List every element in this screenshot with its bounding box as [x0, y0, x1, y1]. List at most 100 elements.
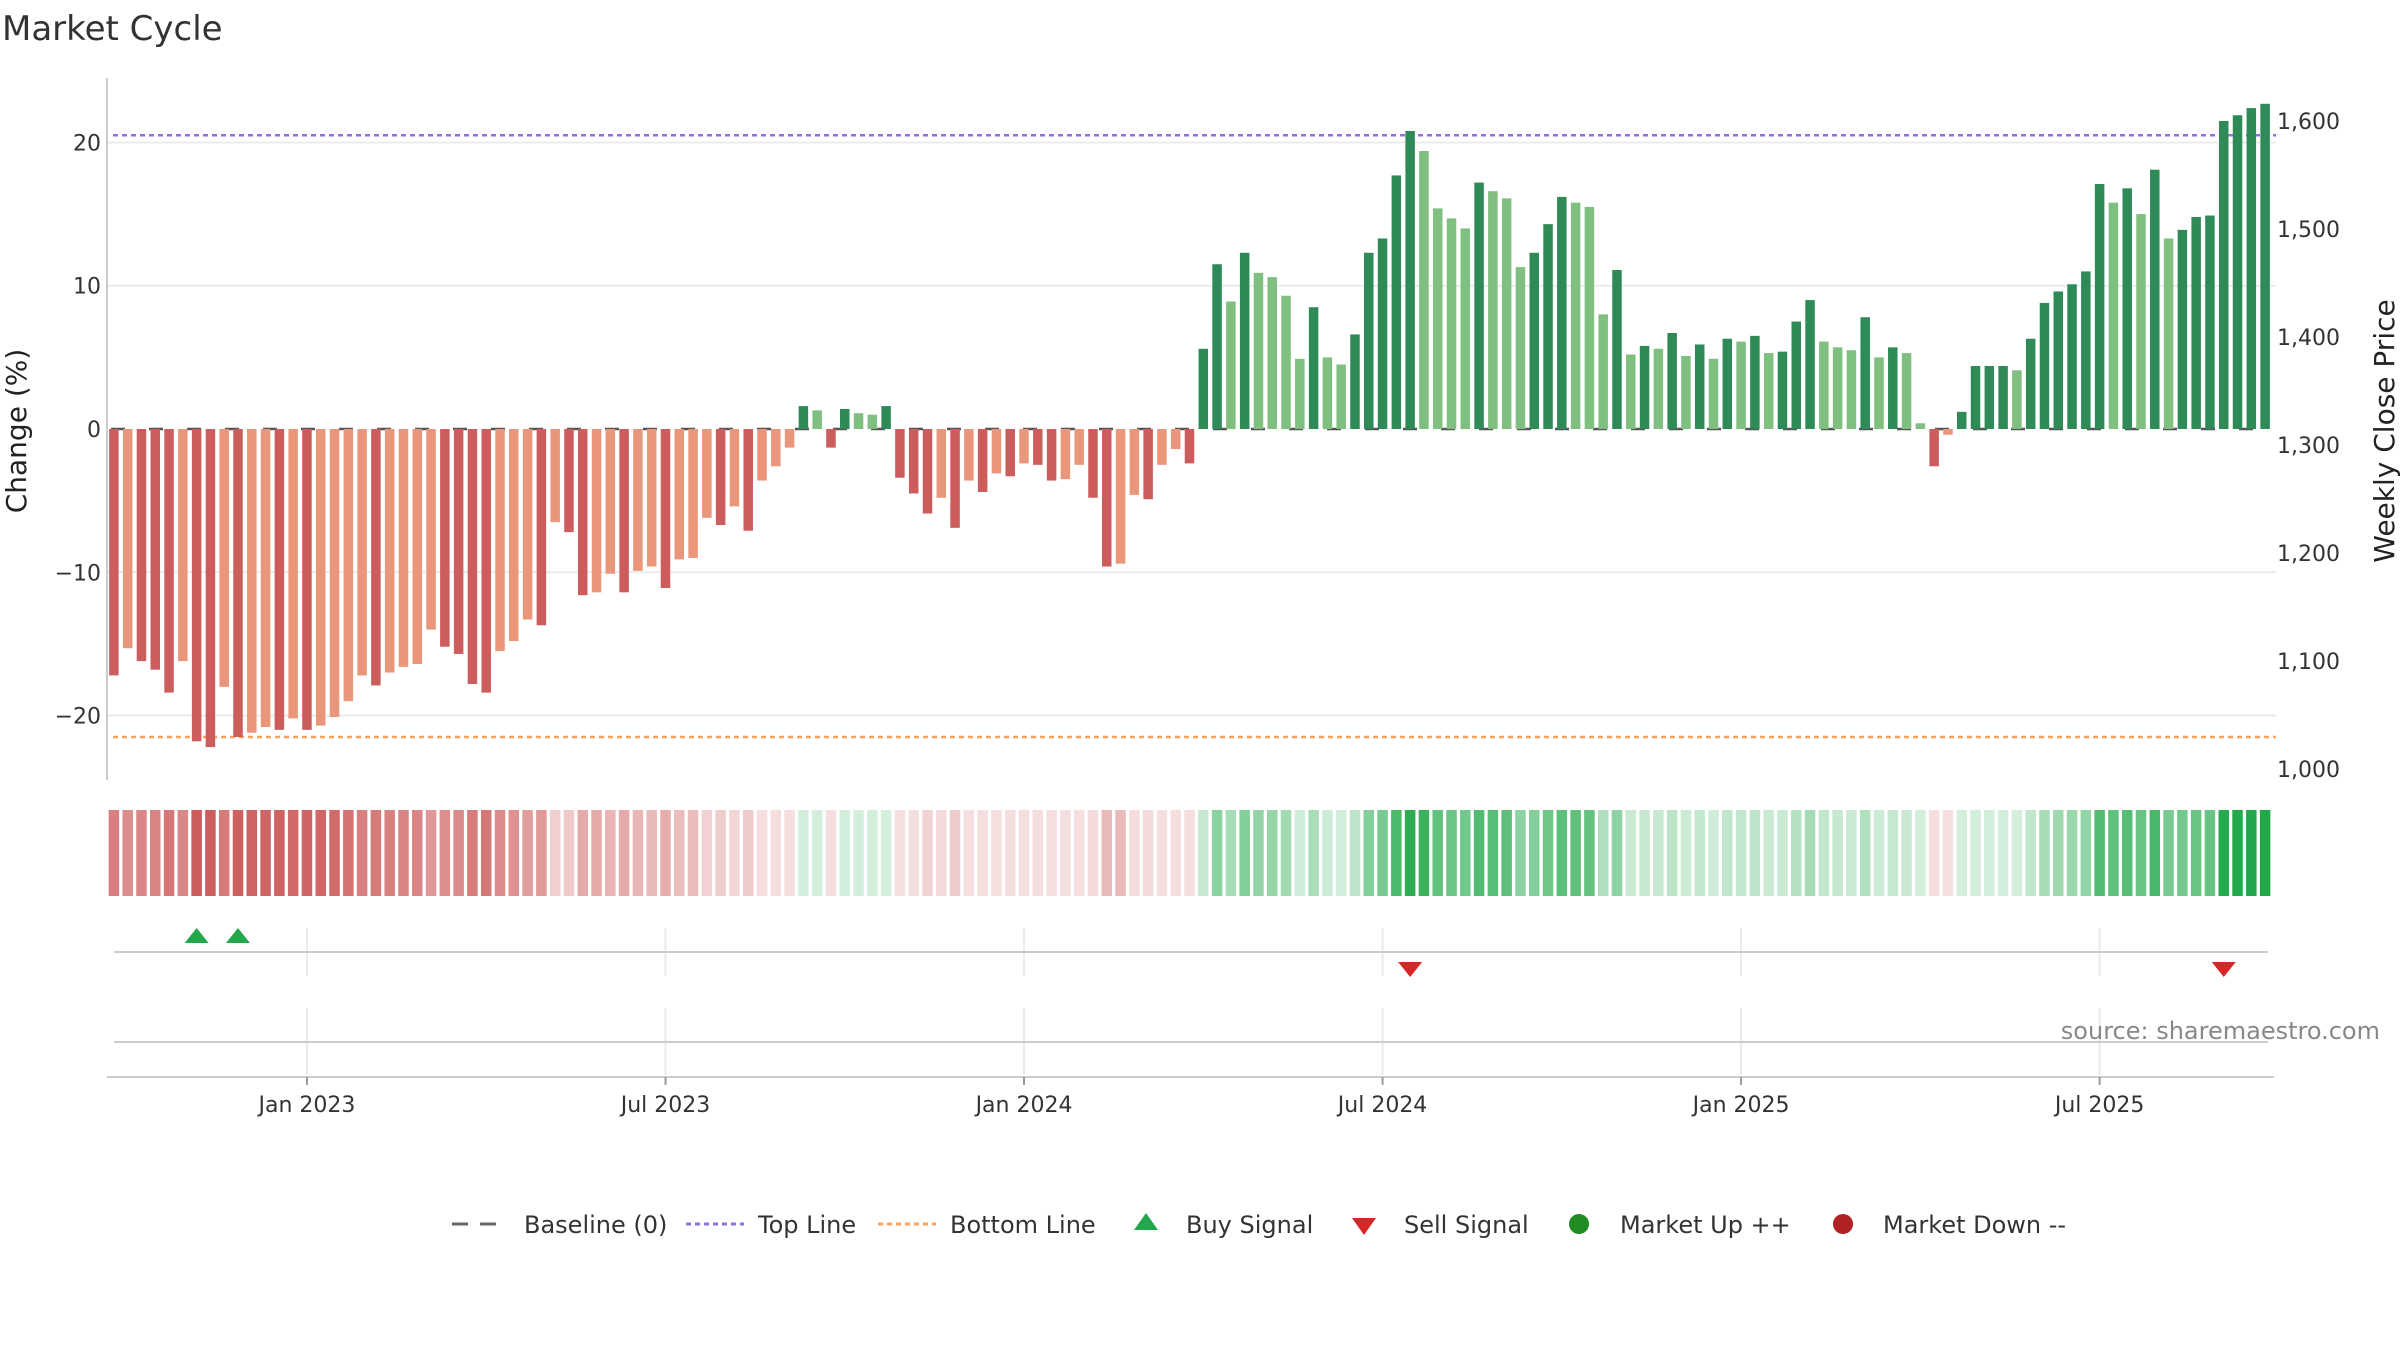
- legend-sell-label: Sell Signal: [1404, 1211, 1529, 1239]
- source-note: source: sharemaestro.com: [2061, 1017, 2380, 1045]
- heat-cell: [1501, 810, 1512, 896]
- sell-signal-marker: [2211, 962, 2236, 977]
- heat-cell: [1211, 810, 1223, 896]
- bar: [1846, 350, 1857, 429]
- bar: [1432, 208, 1443, 429]
- heat-cell: [191, 810, 202, 896]
- x-axis-ticks: Jan 2023 Jul 2023 Jan 2024 Jul 2024 Jan 2025…: [256, 1077, 2144, 1118]
- bar: [826, 429, 836, 448]
- heat-cell: [453, 810, 464, 896]
- bar: [936, 429, 947, 498]
- heat-cell: [867, 810, 878, 896]
- heat-cell: [1832, 810, 1843, 896]
- bar: [2218, 120, 2229, 430]
- heat-cell: [1694, 810, 1705, 896]
- heat-cell: [1804, 810, 1816, 896]
- bar: [2260, 103, 2270, 430]
- heat-cell: [467, 810, 478, 896]
- legend-market-up-icon: [1569, 1214, 1589, 1234]
- bar: [191, 429, 202, 742]
- heat-cell: [825, 810, 837, 896]
- heat-cell: [1749, 810, 1761, 896]
- heat-cell: [618, 810, 630, 896]
- bar: [1667, 333, 1677, 429]
- chart-title: Market Cycle: [2, 9, 223, 49]
- bar: [1791, 321, 1802, 429]
- heat-cell: [1004, 810, 1016, 896]
- y-right-tick-label: 1,100: [2277, 650, 2340, 675]
- heat-cell: [908, 810, 919, 896]
- bar: [1143, 429, 1153, 500]
- bar: [1170, 429, 1181, 450]
- bar: [798, 406, 809, 429]
- bar: [453, 429, 464, 654]
- heat-cell: [274, 810, 285, 896]
- heat-cell: [1487, 810, 1499, 896]
- legend-market-down-label: Market Down --: [1883, 1211, 2066, 1239]
- heat-cell: [853, 810, 864, 896]
- heat-cell: [949, 810, 961, 896]
- heat-cell: [1253, 810, 1264, 896]
- bar: [1694, 344, 1705, 429]
- bar: [1639, 345, 1650, 429]
- bar: [784, 429, 795, 448]
- heat-cell: [1680, 810, 1692, 896]
- heat-cell: [1184, 810, 1195, 896]
- y-right-tick-label: 1,000: [2277, 758, 2340, 783]
- heat-cell: [1901, 810, 1912, 896]
- x-tick-label: Jul 2023: [619, 1093, 711, 1118]
- cycle-heat-strip: [108, 810, 2271, 896]
- heat-cell: [1611, 810, 1623, 896]
- bar: [371, 429, 381, 686]
- heat-cell: [1666, 810, 1678, 896]
- heat-cell: [1722, 810, 1733, 896]
- bar: [260, 429, 271, 727]
- bar: [1832, 347, 1843, 429]
- heat-cell: [922, 810, 933, 896]
- heat-cell: [1129, 810, 1140, 896]
- bar: [1033, 429, 1043, 465]
- bar: [164, 429, 174, 693]
- heat-cell: [1335, 810, 1347, 896]
- bar: [2025, 338, 2036, 429]
- heat-cell: [1198, 810, 1209, 896]
- bar: [1529, 252, 1539, 429]
- heat-cell: [1887, 810, 1899, 896]
- heat-cell: [218, 810, 230, 896]
- heat-cell: [646, 810, 657, 896]
- bar: [1501, 198, 1512, 429]
- heat-cell: [1956, 810, 1967, 896]
- heat-cell: [2177, 810, 2188, 896]
- bar: [509, 429, 519, 642]
- heat-cell: [687, 810, 699, 896]
- heat-cell: [1528, 810, 1540, 896]
- heat-cell: [1763, 810, 1774, 896]
- heat-cell: [1873, 810, 1885, 896]
- heat-cell: [356, 810, 368, 896]
- x-tick-label: Jan 2025: [1691, 1093, 1790, 1118]
- heat-cell: [1928, 810, 1940, 896]
- left-y-ticks: 20 10 0 −10 −20: [55, 131, 101, 729]
- heat-cell: [522, 810, 533, 896]
- heat-cell: [384, 810, 395, 896]
- bar: [122, 429, 133, 649]
- heat-cell: [811, 810, 823, 896]
- bar: [467, 429, 478, 685]
- legend-market-up-label: Market Up ++: [1620, 1211, 1791, 1239]
- bar: [1198, 348, 1209, 429]
- bar: [2094, 184, 2105, 429]
- bar: [2232, 115, 2243, 430]
- heat-cell: [1142, 810, 1154, 896]
- bar: [440, 429, 450, 647]
- bar: [1129, 429, 1140, 495]
- bar: [2067, 284, 2077, 429]
- bar: [1943, 429, 1953, 435]
- heat-cell: [287, 810, 299, 896]
- bar: [398, 429, 409, 667]
- heat-cell: [1170, 810, 1181, 896]
- bar: [178, 429, 188, 662]
- heat-cell: [412, 810, 423, 896]
- bar: [1653, 348, 1664, 429]
- bar: [771, 429, 781, 467]
- heat-cell: [742, 810, 754, 896]
